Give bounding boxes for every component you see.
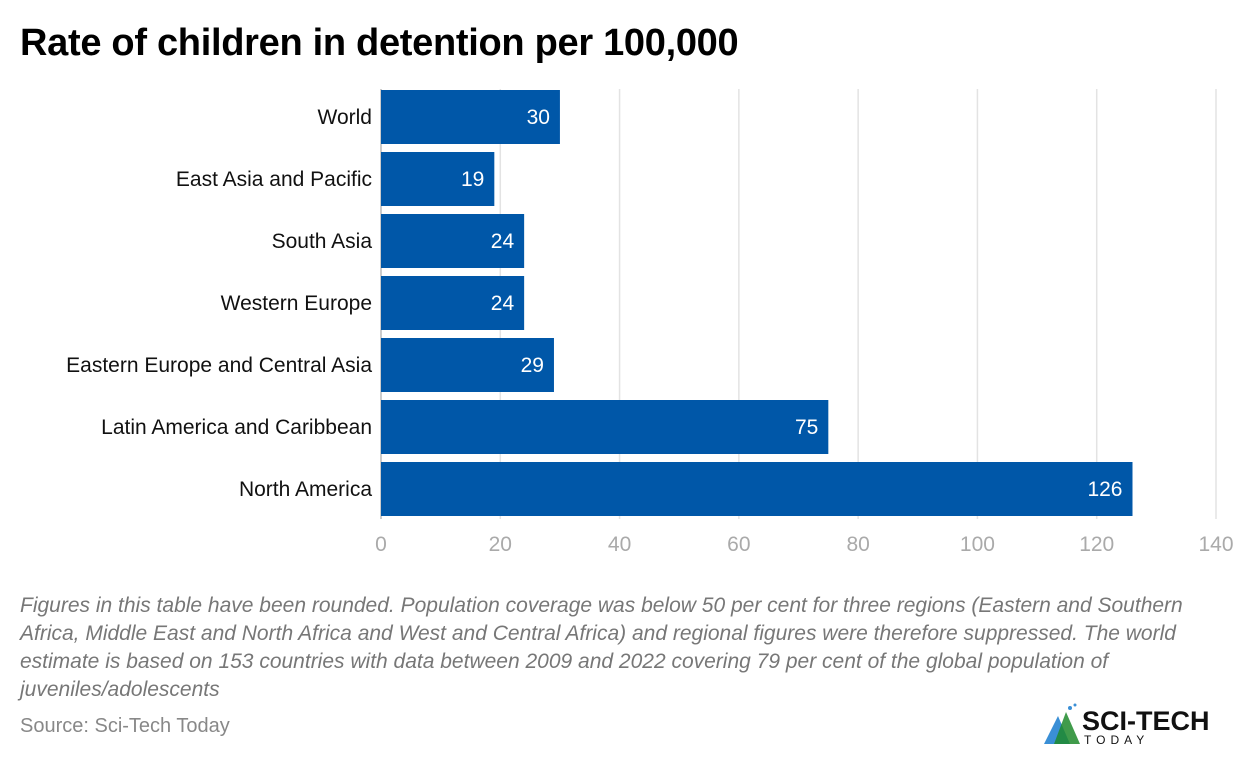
y-category-label: North America: [239, 478, 372, 501]
chart-title: Rate of children in detention per 100,00…: [20, 22, 739, 64]
y-category-label: Western Europe: [221, 292, 372, 315]
x-tick-label: 140: [1198, 533, 1233, 556]
bar-chart: 0 20 40 60 80 100 120 140 World 30 East Asia and P…: [66, 89, 1234, 556]
data-label: 24: [491, 230, 515, 253]
x-tick-label: 60: [727, 533, 750, 556]
x-tick-label: 100: [960, 533, 995, 556]
y-category-label: World: [318, 106, 372, 129]
x-tick-label: 0: [375, 533, 387, 556]
x-tick-label: 20: [489, 533, 512, 556]
data-label: 24: [491, 292, 515, 315]
svg-text:TODAY: TODAY: [1084, 733, 1149, 746]
bar: [381, 276, 525, 330]
y-category-label: South Asia: [272, 230, 373, 253]
x-tick-label: 120: [1079, 533, 1114, 556]
source-text: Source: Sci-Tech Today: [20, 715, 230, 737]
sci-tech-today-logo: SCI-TECH TODAY: [1044, 703, 1210, 746]
x-tick-label: 40: [608, 533, 631, 556]
bar: [381, 462, 1133, 516]
x-tick-label: 80: [846, 533, 869, 556]
bar: [381, 214, 525, 268]
data-label: 19: [461, 168, 484, 191]
bar: [381, 338, 554, 392]
data-label: 29: [521, 354, 544, 377]
bar: [381, 90, 560, 144]
bar: [381, 400, 829, 454]
bar: [381, 152, 495, 206]
data-label: 75: [795, 416, 818, 439]
y-category-label: Latin America and Caribbean: [101, 416, 372, 439]
chart-note: Figures in this table have been rounded.…: [20, 594, 1183, 701]
svg-text:SCI-TECH: SCI-TECH: [1082, 706, 1210, 736]
data-label: 126: [1087, 478, 1122, 501]
data-label: 30: [527, 106, 550, 129]
y-category-label: East Asia and Pacific: [176, 168, 372, 191]
y-category-label: Eastern Europe and Central Asia: [66, 354, 372, 377]
